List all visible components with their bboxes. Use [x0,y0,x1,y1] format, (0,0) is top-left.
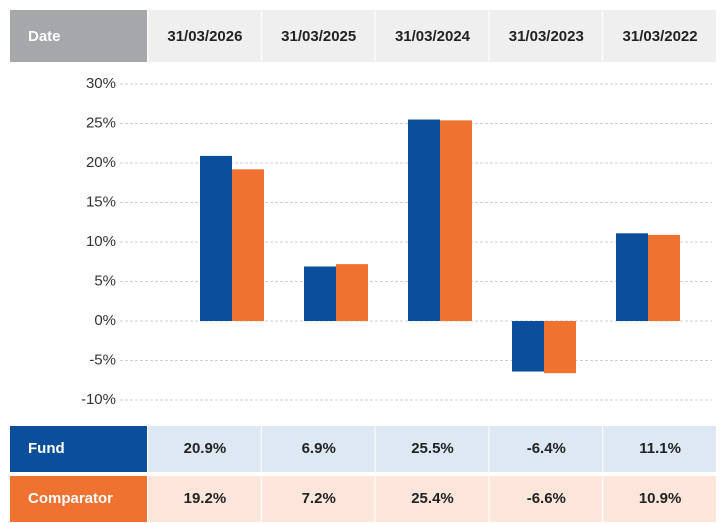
legend-cell [10,426,147,472]
table-cell [489,476,603,522]
bar [648,234,680,321]
legend-cell [10,476,147,522]
bar [232,169,264,321]
table-cell [375,476,489,522]
table-cell [603,476,716,522]
table-cell [603,426,716,472]
y-tick-label: -5% [89,351,116,368]
value-label: 10.9% [639,490,682,507]
header-cell [261,10,375,62]
y-tick-label: 0% [94,312,116,329]
legend-label: Fund [28,440,65,457]
header-label-cell [10,10,147,62]
bar [304,266,336,321]
y-tick-label: 5% [94,272,116,289]
table-cell [148,426,261,472]
table-cell [489,426,603,472]
value-label: -6.4% [527,440,566,457]
value-label: 7.2% [302,490,336,507]
header-cell [489,10,603,62]
value-label: 6.9% [302,440,336,457]
bar [200,155,232,321]
x-tick-label: 31/03/2022 [623,28,698,45]
y-tick-label: 30% [86,75,116,92]
category-header: Date [28,28,61,45]
table-cell [375,426,489,472]
header-cell [148,10,261,62]
bar [512,321,544,372]
y-tick-label: 10% [86,233,116,250]
bar [544,321,576,374]
y-tick-label: 20% [86,154,116,171]
table-cell [148,476,261,522]
bar [440,120,472,321]
value-label: -6.6% [527,490,566,507]
value-label: 25.5% [411,440,454,457]
value-label: 19.2% [184,490,227,507]
x-tick-label: 31/03/2025 [281,28,356,45]
legend-label: Comparator [28,490,113,507]
header-cell [375,10,489,62]
bar [616,233,648,321]
header-cell [603,10,716,62]
y-tick-label: -10% [81,391,116,408]
bar [408,119,440,321]
y-tick-label: 15% [86,193,116,210]
y-tick-label: 25% [86,114,116,131]
value-label: 11.1% [639,440,681,457]
x-tick-label: 31/03/2026 [167,28,242,45]
table-cell [261,426,375,472]
x-tick-label: 31/03/2023 [509,28,584,45]
table-cell [261,476,375,522]
value-label: 25.4% [411,490,454,507]
x-tick-label: 31/03/2024 [395,28,471,45]
bar [336,264,368,321]
value-label: 20.9% [184,440,227,457]
